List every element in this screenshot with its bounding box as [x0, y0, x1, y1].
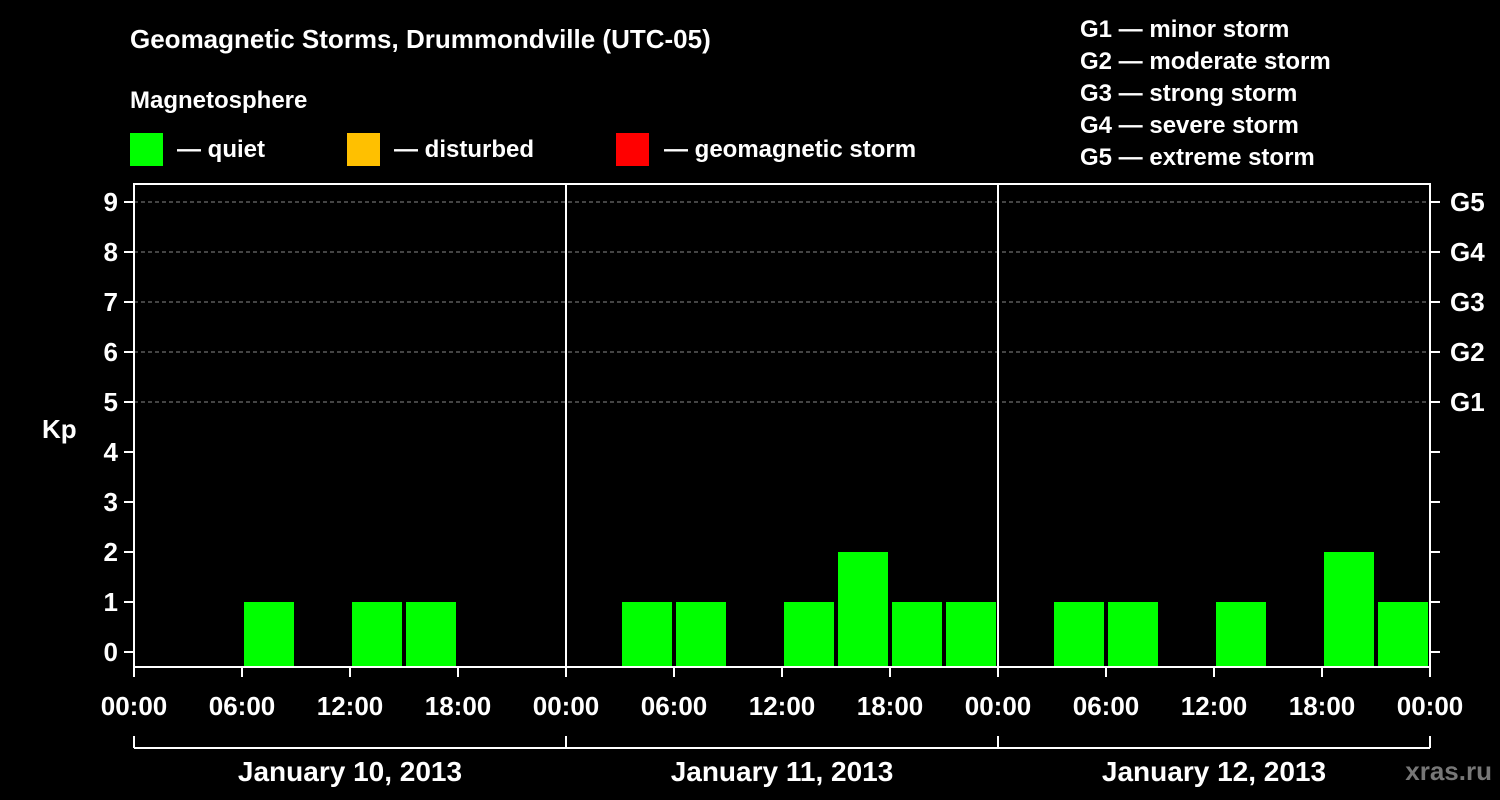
plot-area: 0 1 2 3 4 5 6 7 8 9 G1 G2 G3 G4 G5 00:00 06:00 12:00 18:00… [101, 183, 1485, 787]
scale-g1: G1 — minor storm [1080, 16, 1289, 43]
y-tick-label: 3 [104, 487, 118, 517]
right-tick-label: G1 [1450, 387, 1485, 417]
right-tick-label: G2 [1450, 337, 1485, 367]
x-tick-label: 06:00 [209, 691, 276, 721]
kp-bar [892, 602, 942, 667]
right-tick-label: G5 [1450, 187, 1485, 217]
kp-bar [838, 552, 888, 667]
y-axis-label: Kp [42, 414, 77, 444]
y-tick-label: 0 [104, 637, 118, 667]
kp-bar [1108, 602, 1158, 667]
kp-bar [1378, 602, 1428, 667]
legend-swatch-storm [616, 133, 649, 166]
kp-bar [406, 602, 456, 667]
x-tick-label: 18:00 [1289, 691, 1356, 721]
scale-g2: G2 — moderate storm [1080, 48, 1331, 75]
y-tick-label: 1 [104, 587, 118, 617]
y-tick-label: 9 [104, 187, 118, 217]
x-tick-label: 18:00 [857, 691, 924, 721]
watermark: xras.ru [1405, 756, 1492, 786]
kp-bar [622, 602, 672, 667]
right-tick-label: G3 [1450, 287, 1485, 317]
x-tick-label: 12:00 [749, 691, 816, 721]
x-tick-label: 00:00 [1397, 691, 1464, 721]
kp-bar [946, 602, 996, 667]
day-label: January 11, 2013 [671, 756, 894, 787]
right-tick-label: G4 [1450, 237, 1485, 267]
kp-bar [1324, 552, 1374, 667]
kp-bar [1054, 602, 1104, 667]
y-tick-label: 2 [104, 537, 118, 567]
legend-label-storm: — geomagnetic storm [664, 136, 916, 163]
kp-bar [352, 602, 402, 667]
scale-g4: G4 — severe storm [1080, 112, 1299, 139]
y-tick-label: 5 [104, 387, 118, 417]
x-tick-label: 06:00 [1073, 691, 1140, 721]
legend-swatch-quiet [130, 133, 163, 166]
scale-g3: G3 — strong storm [1080, 80, 1297, 107]
y-tick-label: 4 [104, 437, 119, 467]
kp-bar [784, 602, 834, 667]
x-tick-label: 06:00 [641, 691, 708, 721]
x-tick-label: 12:00 [1181, 691, 1248, 721]
x-tick-label: 00:00 [965, 691, 1032, 721]
x-tick-label: 18:00 [425, 691, 492, 721]
kp-bar [676, 602, 726, 667]
y-tick-label: 6 [104, 337, 118, 367]
x-tick-label: 12:00 [317, 691, 384, 721]
scale-g5: G5 — extreme storm [1080, 144, 1315, 171]
x-tick-label: 00:00 [533, 691, 600, 721]
plot-frame [133, 183, 1431, 668]
chart-title: Geomagnetic Storms, Drummondville (UTC-0… [130, 24, 711, 54]
day-label: January 12, 2013 [1102, 756, 1326, 787]
day-label: January 10, 2013 [238, 756, 462, 787]
x-tick-label: 00:00 [101, 691, 168, 721]
kp-bar [1216, 602, 1266, 667]
y-tick-label: 7 [104, 287, 118, 317]
legend-label-quiet: — quiet [177, 136, 265, 163]
legend-swatch-disturbed [347, 133, 380, 166]
legend-label-disturbed: — disturbed [394, 136, 534, 163]
kp-bar [244, 602, 294, 667]
y-tick-label: 8 [104, 237, 118, 267]
legend-heading: Magnetosphere [130, 87, 307, 114]
